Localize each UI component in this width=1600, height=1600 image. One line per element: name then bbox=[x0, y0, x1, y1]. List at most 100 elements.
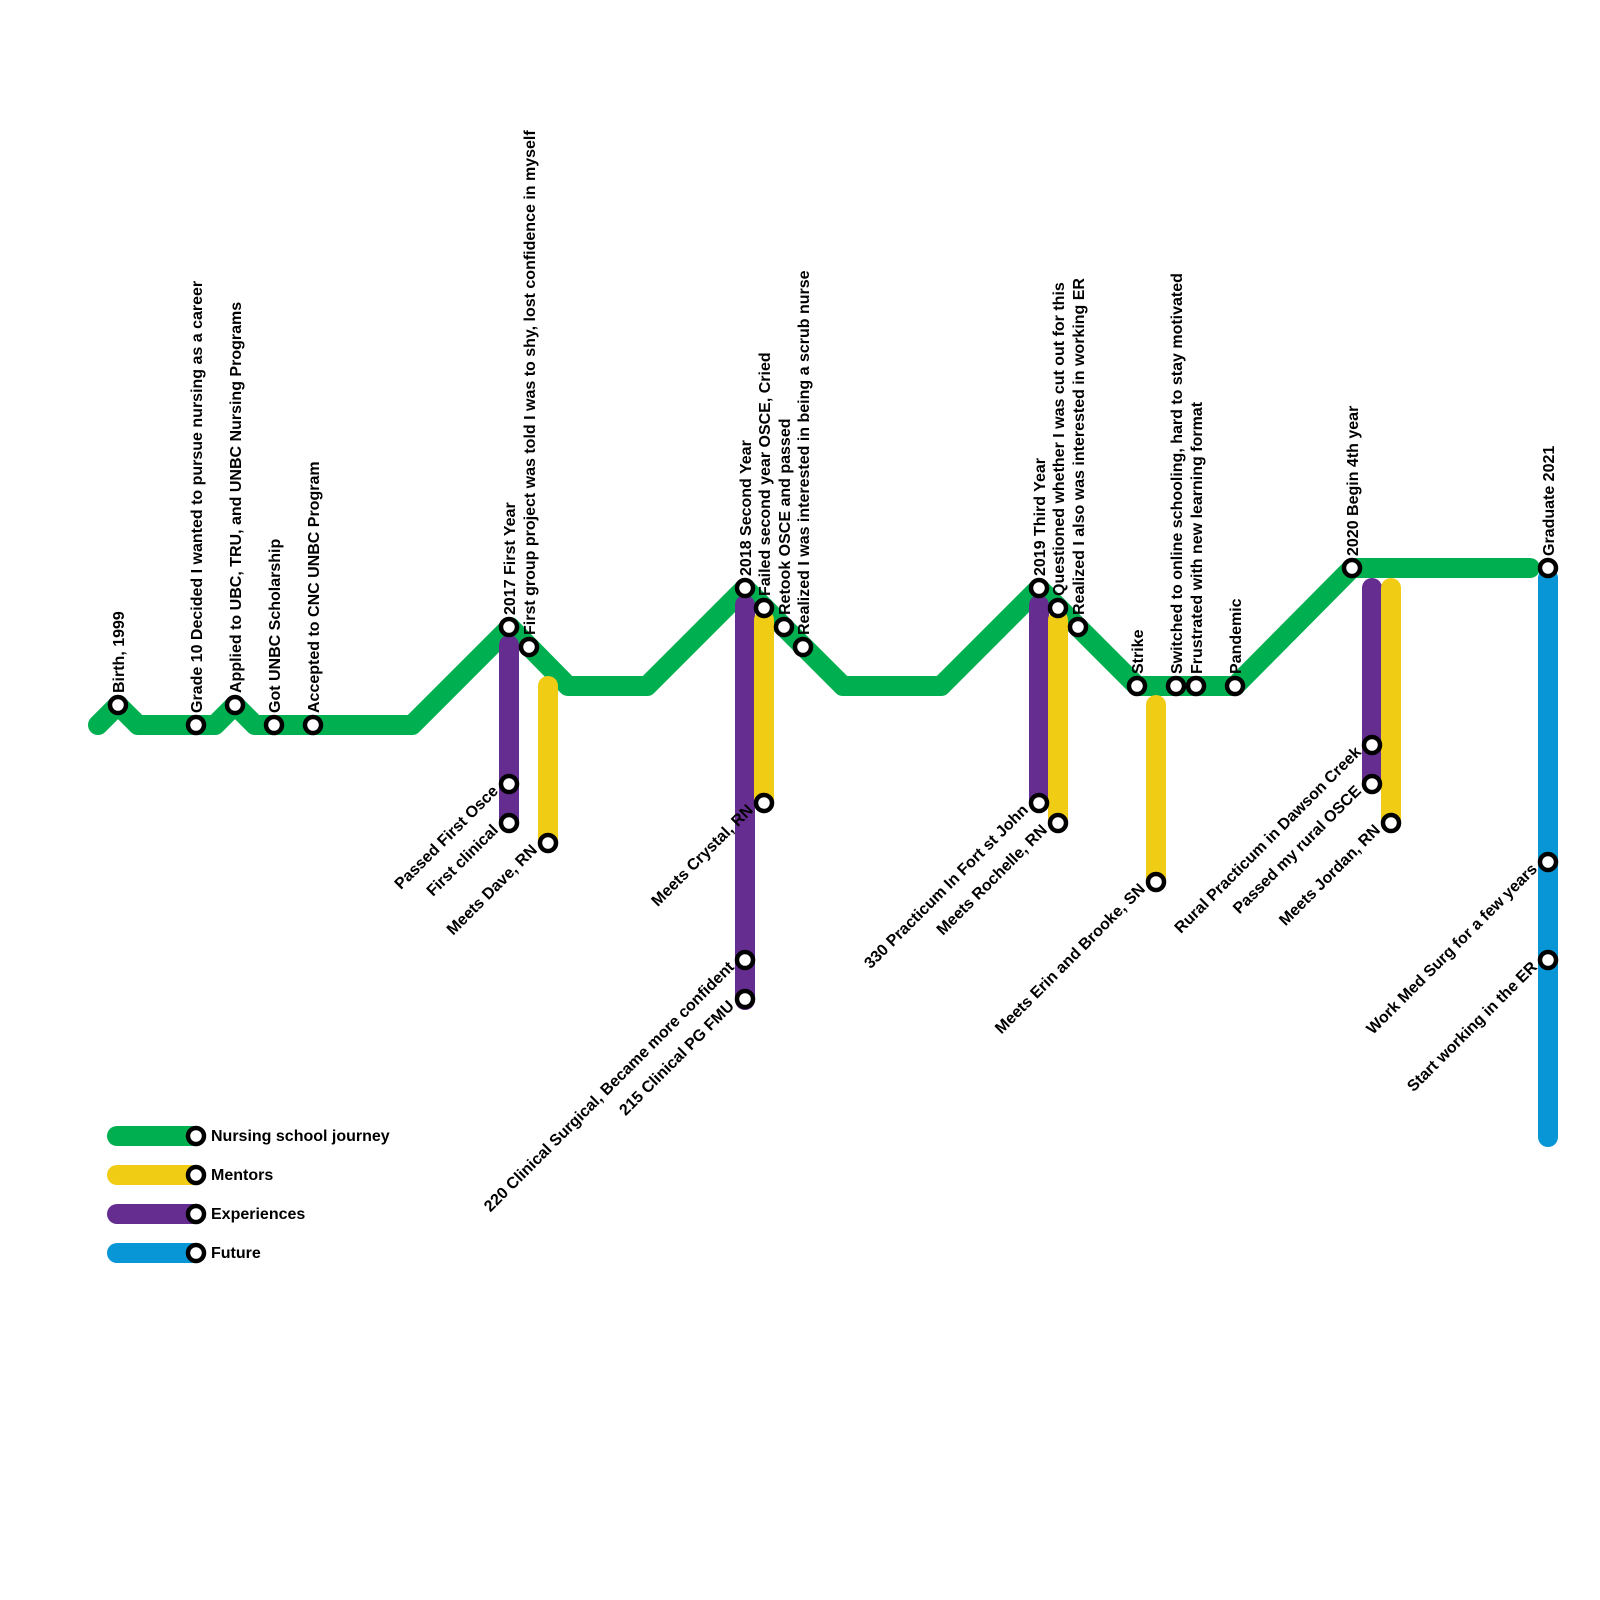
station-label: Failed second year OSCE, Cried bbox=[757, 352, 774, 596]
station-label: Graduate 2021 bbox=[1541, 446, 1558, 556]
station-marker[interactable] bbox=[734, 949, 756, 971]
station[interactable]: Realized I also was interested in workin… bbox=[1067, 278, 1089, 638]
station-marker[interactable] bbox=[734, 988, 756, 1010]
station-label: 2018 Second Year bbox=[738, 440, 755, 576]
station-marker[interactable] bbox=[224, 694, 246, 716]
station-marker[interactable] bbox=[1537, 949, 1559, 971]
station-marker[interactable] bbox=[302, 714, 324, 736]
station[interactable]: Got UNBC Scholarship bbox=[263, 539, 285, 736]
station-label: Got UNBC Scholarship bbox=[267, 539, 284, 713]
station-marker[interactable] bbox=[1537, 851, 1559, 873]
station[interactable]: Graduate 2021 bbox=[1537, 446, 1559, 579]
station-marker[interactable] bbox=[1361, 734, 1383, 756]
station-marker[interactable] bbox=[1067, 616, 1089, 638]
legend-item-future: Future bbox=[107, 1242, 261, 1264]
station[interactable]: Work Med Surg for a few years bbox=[1364, 851, 1559, 1038]
station[interactable]: 2020 Begin 4th year bbox=[1341, 406, 1363, 579]
station[interactable]: Retook OSCE and passed bbox=[773, 419, 795, 638]
station-label: Realized I was interested in being a scr… bbox=[796, 270, 813, 635]
station-label: Pandemic bbox=[1228, 598, 1245, 674]
station-label: 2020 Begin 4th year bbox=[1345, 406, 1362, 556]
station-label: Realized I also was interested in workin… bbox=[1071, 278, 1088, 615]
station-marker[interactable] bbox=[734, 577, 756, 599]
station-label: Retook OSCE and passed bbox=[777, 419, 794, 616]
station[interactable]: 220 Clinical Surgical, Became more confi… bbox=[481, 949, 756, 1215]
station[interactable]: Switched to online schooling, hard to st… bbox=[1165, 273, 1187, 697]
station[interactable]: Grade 10 Decided I wanted to pursue nurs… bbox=[185, 281, 207, 736]
station-label: Questioned whether I was cut out for thi… bbox=[1051, 282, 1068, 596]
station-marker[interactable] bbox=[792, 636, 814, 658]
legend-station-icon bbox=[185, 1164, 207, 1186]
legend-station-icon bbox=[185, 1125, 207, 1147]
station-label: Birth, 1999 bbox=[111, 611, 128, 693]
station[interactable]: Realized I was interested in being a scr… bbox=[792, 270, 814, 658]
station-marker[interactable] bbox=[107, 694, 129, 716]
station-label: Frustrated with new learning format bbox=[1189, 401, 1206, 674]
station-marker[interactable] bbox=[1126, 675, 1148, 697]
station-marker[interactable] bbox=[1185, 675, 1207, 697]
legend-station-icon bbox=[185, 1203, 207, 1225]
station[interactable]: 330 Practicum In Fort st John bbox=[861, 792, 1050, 972]
station-marker[interactable] bbox=[185, 714, 207, 736]
station-marker[interactable] bbox=[518, 636, 540, 658]
station-marker[interactable] bbox=[1224, 675, 1246, 697]
station-label: Strike bbox=[1130, 629, 1147, 674]
station[interactable]: Frustrated with new learning format bbox=[1185, 401, 1207, 697]
station[interactable]: Accepted to CNC UNBC Program bbox=[302, 461, 324, 736]
legend-item-mentors: Mentors bbox=[107, 1164, 273, 1186]
station-marker[interactable] bbox=[1028, 577, 1050, 599]
station-marker[interactable] bbox=[1028, 792, 1050, 814]
station-label: 220 Clinical Surgical, Became more confi… bbox=[481, 958, 738, 1215]
station-label: Accepted to CNC UNBC Program bbox=[306, 461, 323, 713]
legend-label: Nursing school journey bbox=[211, 1128, 390, 1145]
station-label: 2017 First Year bbox=[502, 502, 519, 615]
legend-station-icon bbox=[185, 1242, 207, 1264]
station[interactable]: Meets Jordan, RN bbox=[1276, 812, 1402, 930]
station-marker[interactable] bbox=[1341, 557, 1363, 579]
station-marker[interactable] bbox=[1361, 773, 1383, 795]
station-marker[interactable] bbox=[498, 616, 520, 638]
station[interactable]: Strike bbox=[1126, 629, 1148, 697]
station-label: Rural Practicum in Dawson Creek bbox=[1172, 744, 1365, 937]
station[interactable]: 2018 Second Year bbox=[734, 440, 756, 599]
station[interactable]: Meets Erin and Brooke, SN bbox=[992, 871, 1167, 1038]
legend-label: Future bbox=[211, 1245, 261, 1262]
station-marker[interactable] bbox=[1047, 812, 1069, 834]
station-marker[interactable] bbox=[1145, 871, 1167, 893]
legend-item-experiences: Experiences bbox=[107, 1203, 305, 1225]
legend-label: Mentors bbox=[211, 1167, 273, 1184]
station-label: Meets Erin and Brooke, SN bbox=[992, 881, 1149, 1038]
station-marker[interactable] bbox=[498, 812, 520, 834]
station-label: Switched to online schooling, hard to st… bbox=[1169, 273, 1186, 674]
station-marker[interactable] bbox=[1537, 557, 1559, 579]
station-label: Meets Jordan, RN bbox=[1276, 822, 1384, 930]
station-label: Grade 10 Decided I wanted to pursue nurs… bbox=[189, 281, 206, 713]
station-marker[interactable] bbox=[1380, 812, 1402, 834]
station-marker[interactable] bbox=[263, 714, 285, 736]
station-label: 2019 Third Year bbox=[1032, 458, 1049, 576]
station[interactable]: 2019 Third Year bbox=[1028, 458, 1050, 599]
station-label: 330 Practicum In Fort st John bbox=[861, 802, 1031, 972]
station-label: Work Med Surg for a few years bbox=[1364, 861, 1541, 1038]
station[interactable]: 2017 First Year bbox=[498, 502, 520, 638]
legend-label: Experiences bbox=[211, 1206, 305, 1223]
station-marker[interactable] bbox=[753, 792, 775, 814]
station[interactable]: Pandemic bbox=[1224, 598, 1246, 697]
station-marker[interactable] bbox=[498, 773, 520, 795]
station-marker[interactable] bbox=[1047, 597, 1069, 619]
station[interactable]: Questioned whether I was cut out for thi… bbox=[1047, 282, 1069, 619]
legend-item-journey: Nursing school journey bbox=[107, 1125, 390, 1147]
station-label: First group project was told I was to sh… bbox=[522, 130, 539, 635]
legend: Nursing school journey Mentors Experiences… bbox=[107, 1125, 390, 1264]
station[interactable]: Birth, 1999 bbox=[107, 611, 129, 716]
station-label: Applied to UBC, TRU, and UNBC Nursing Pr… bbox=[228, 302, 245, 693]
station[interactable]: Failed second year OSCE, Cried bbox=[753, 352, 775, 619]
station[interactable]: First group project was told I was to sh… bbox=[518, 130, 540, 658]
station-marker[interactable] bbox=[537, 832, 559, 854]
station[interactable]: Applied to UBC, TRU, and UNBC Nursing Pr… bbox=[224, 302, 246, 716]
station[interactable]: Rural Practicum in Dawson Creek bbox=[1172, 734, 1383, 937]
station-marker[interactable] bbox=[1165, 675, 1187, 697]
station-marker[interactable] bbox=[773, 616, 795, 638]
station-marker[interactable] bbox=[753, 597, 775, 619]
